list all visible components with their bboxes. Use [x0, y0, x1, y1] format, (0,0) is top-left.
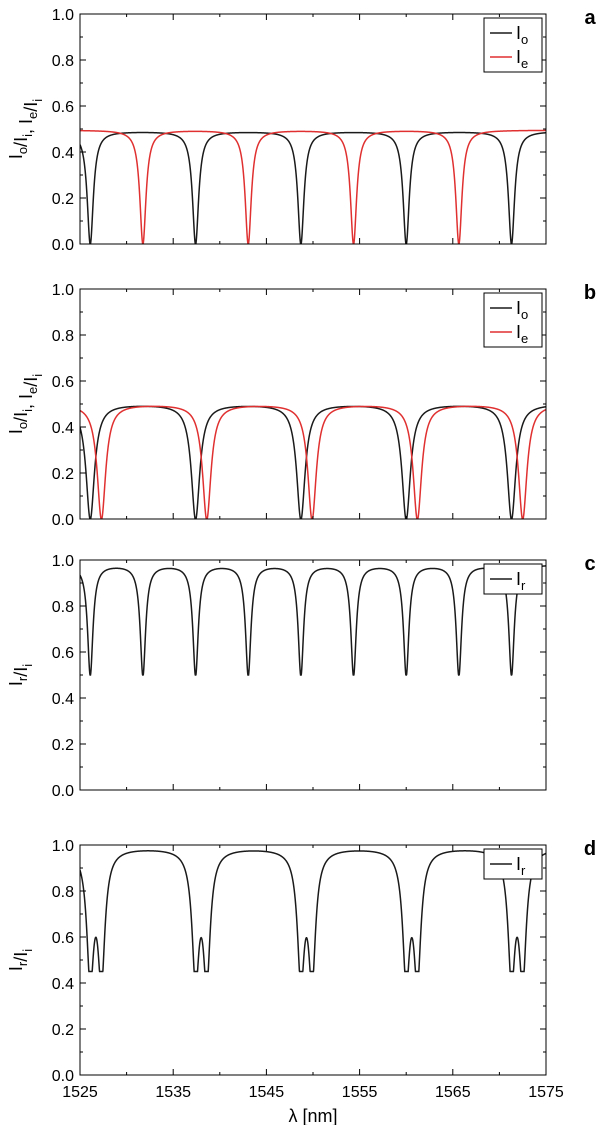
legend-label-r: Ir: [516, 854, 526, 878]
series-group: [80, 405, 546, 519]
panel-c: 0.0 0.2 0.4 0.6 0.8 1.0 Ir/Ii c Ir: [6, 553, 596, 800]
series-line-o: [80, 131, 546, 244]
legend: Ir: [483, 563, 543, 595]
series-group: [80, 565, 546, 676]
legend-label-o: Io: [516, 23, 528, 47]
x-tick-label: 1545: [249, 1084, 285, 1101]
series-line-r: [80, 565, 546, 676]
y-axis-title: Ir/Ii: [6, 664, 35, 686]
x-tick-label: 1565: [435, 1084, 471, 1101]
y-axis-title: Ir/Ii: [6, 949, 35, 971]
y-tick-label: 0.8: [52, 328, 74, 345]
series-group: [80, 129, 546, 244]
plot-frame: [79, 288, 547, 520]
legend: Ir: [483, 848, 543, 880]
legend-box: [483, 292, 543, 348]
y-tick-label: 0.4: [52, 420, 74, 437]
series-line-o: [80, 405, 546, 519]
y-tick-label: 0.0: [52, 512, 74, 529]
y-tick-label: 0.6: [52, 930, 74, 947]
y-tick-label: 1.0: [52, 7, 74, 24]
y-axis-title: Io/Ii, Ie/Ii: [6, 374, 45, 434]
y-tick-label: 0.8: [52, 884, 74, 901]
y-tick-label: 1.0: [52, 838, 74, 855]
x-tick-label: 1575: [528, 1084, 564, 1101]
plot-frame: [79, 844, 547, 1076]
panel-d: 0.0 0.2 0.4 0.6 0.8 1.0 1525 1535 1545 1555 1565 15…: [6, 838, 596, 1125]
y-tick-label: 0.4: [52, 691, 74, 708]
x-tick-label: 1555: [342, 1084, 378, 1101]
series-line-e: [80, 129, 546, 244]
y-tick-label: 1.0: [52, 553, 74, 570]
legend-box: [483, 17, 543, 73]
series-line-r: [80, 850, 546, 973]
legend-label-o: Io: [516, 298, 528, 322]
x-axis-title: λ [nm]: [288, 1106, 337, 1125]
y-tick-label: 0.4: [52, 145, 74, 162]
y-tick-label: 0.8: [52, 599, 74, 616]
panel-letter: b: [584, 282, 596, 304]
panel-letter: c: [584, 553, 595, 575]
series-group: [80, 850, 546, 973]
panel-letter: a: [584, 7, 596, 29]
y-tick-label: 0.6: [52, 99, 74, 116]
y-tick-label: 0.0: [52, 1068, 74, 1085]
legend-label-r: Ir: [516, 569, 526, 593]
y-tick-label: 0.2: [52, 737, 74, 754]
y-tick-label: 0.2: [52, 1022, 74, 1039]
plot-frame: [79, 559, 547, 791]
panel-letter: d: [584, 838, 596, 860]
y-tick-label: 0.8: [52, 53, 74, 70]
y-axis-title: Io/Ii, Ie/Ii: [6, 99, 45, 159]
x-tick-label: 1525: [62, 1084, 98, 1101]
y-tick-label: 0.0: [52, 237, 74, 254]
y-tick-label: 0.4: [52, 976, 74, 993]
legend-label-e: Ie: [516, 322, 528, 346]
y-tick-label: 0.2: [52, 191, 74, 208]
y-tick-label: 0.6: [52, 645, 74, 662]
legend-label-e: Ie: [516, 47, 528, 71]
y-tick-label: 1.0: [52, 282, 74, 299]
y-tick-label: 0.6: [52, 374, 74, 391]
y-tick-label: 0.2: [52, 466, 74, 483]
x-tick-label: 1535: [155, 1084, 191, 1101]
plot-frame: [79, 13, 547, 245]
y-tick-label: 0.0: [52, 783, 74, 800]
